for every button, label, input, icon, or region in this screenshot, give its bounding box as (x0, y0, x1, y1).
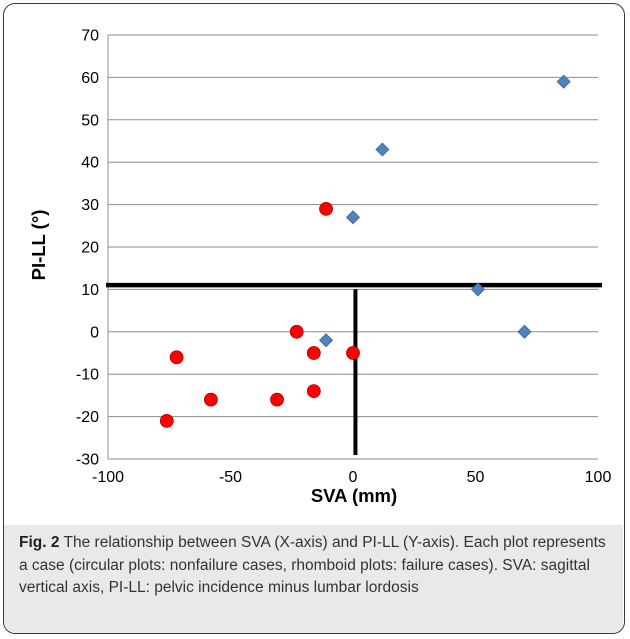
x-tick-label: -50 (219, 469, 242, 486)
nonfailure-point (159, 413, 174, 428)
failure-point (517, 324, 532, 339)
x-axis-label: SVA (mm) (311, 485, 397, 506)
nonfailure-point (306, 346, 321, 360)
failure-point (375, 142, 390, 157)
y-tick-label: 0 (90, 324, 99, 341)
nonfailure-point (319, 201, 333, 216)
figure-frame: -30 -20 -10 0 10 20 30 40 50 60 70 -100 -50 0 50 100 S… (3, 3, 625, 634)
y-tick-label: 40 (81, 155, 99, 172)
y-tick-label: -10 (76, 367, 99, 384)
axes (107, 35, 598, 460)
nonfailure-point (289, 324, 304, 339)
gridlines (108, 34, 598, 418)
failure-point (470, 282, 486, 297)
reference-lines (106, 282, 602, 455)
nonfailure-point (270, 392, 284, 407)
y-tick-label: -20 (76, 409, 99, 426)
y-tick-label: -30 (76, 452, 99, 469)
nonfailure-point (169, 350, 184, 365)
failure-point (556, 74, 571, 89)
y-tick-label: 60 (81, 70, 99, 87)
y-tick-label: 30 (81, 197, 99, 214)
x-tick-label: -100 (92, 469, 124, 486)
y-tick-label: 20 (81, 240, 99, 257)
nonfailure-point (203, 392, 218, 407)
data-points (159, 74, 571, 428)
nonfailure-point (306, 384, 321, 399)
x-tick-labels: -100 -50 0 50 100 (92, 469, 611, 486)
failure-point (345, 210, 361, 225)
plot-area: -30 -20 -10 0 10 20 30 40 50 60 70 -100 -50 0 50 100 S… (4, 4, 624, 524)
y-tick-label: 50 (81, 112, 99, 129)
y-tick-label: 10 (81, 282, 99, 299)
y-tick-labels: -30 -20 -10 0 10 20 30 40 50 60 70 (76, 28, 99, 469)
caption-text: The relationship between SVA (X-axis) an… (19, 534, 606, 596)
x-tick-label: 100 (585, 469, 612, 486)
failure-point (318, 333, 334, 348)
figure-caption: Fig. 2 The relationship between SVA (X-a… (4, 525, 623, 633)
nonfailure-point (346, 346, 360, 360)
x-tick-label: 0 (349, 469, 358, 486)
x-tick-label: 50 (467, 469, 485, 486)
y-tick-label: 70 (81, 28, 99, 45)
y-axis-label: PI-LL (°) (28, 210, 49, 281)
caption-label: Fig. 2 (19, 534, 60, 551)
